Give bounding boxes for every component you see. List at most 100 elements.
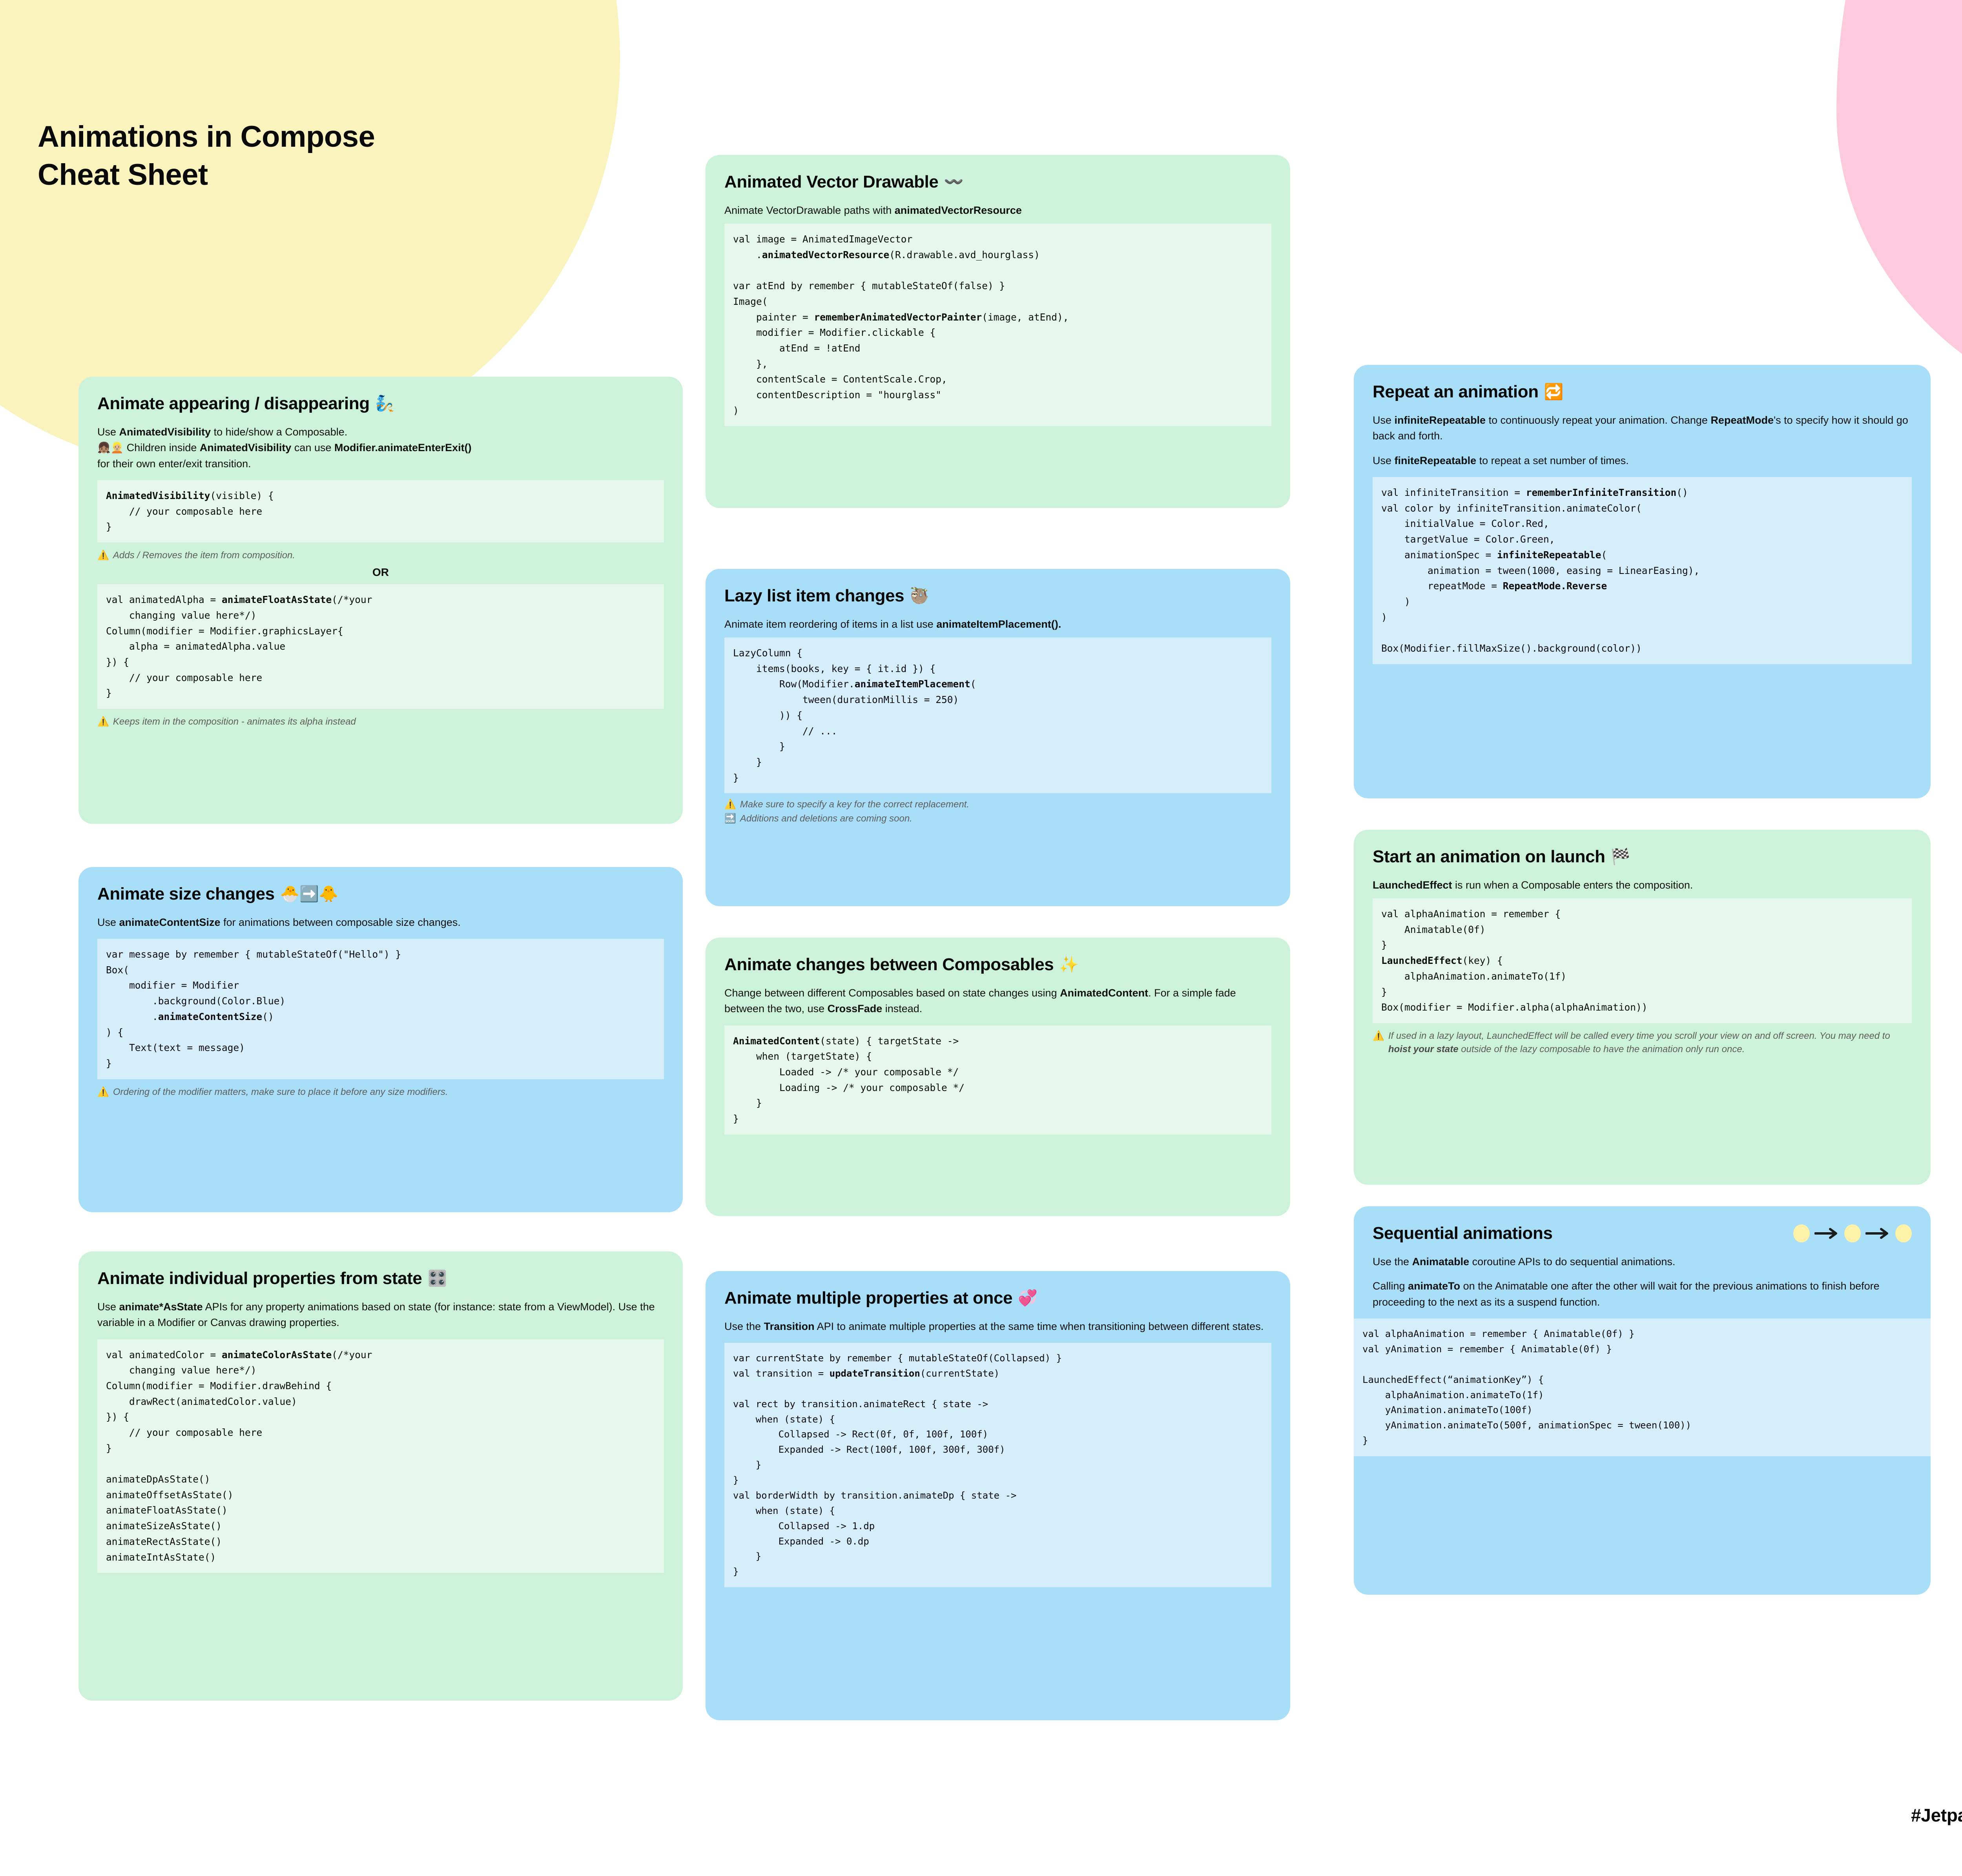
note-lazy-layout: ⚠️ If used in a lazy layout, LaunchedEff… — [1373, 1029, 1912, 1056]
desc-text: Children inside — [124, 442, 200, 454]
desc-text: Use — [97, 916, 119, 928]
code-keyword: animateContentSize — [158, 1011, 263, 1022]
chequered-flag-icon: 🏁 — [1610, 848, 1630, 866]
card-title: Animate individual properties from state… — [97, 1269, 664, 1289]
card-title-text: Animate size changes — [97, 884, 275, 903]
desc-text: to hide/show a Composable. — [211, 426, 348, 438]
code-block-update-transition: var currentState by remember { mutableSt… — [724, 1343, 1271, 1588]
desc-bold: infiniteRepeatable — [1394, 414, 1486, 426]
card-lazy-list-item-changes: Lazy list item changes 🦥 Animate item re… — [706, 569, 1290, 906]
code-body: (visible) { // your composable here } — [106, 490, 274, 533]
card-description: Use animate*AsState APIs for any propert… — [97, 1299, 664, 1331]
code-body: val animatedColor = — [106, 1349, 222, 1361]
card-title-text: Animate multiple properties at once — [724, 1288, 1013, 1308]
desc-bold: AnimatedContent — [1060, 987, 1149, 999]
desc-bold: animateTo — [1408, 1280, 1461, 1292]
code-block-infinite-repeatable: val infiniteTransition = rememberInfinit… — [1373, 477, 1912, 664]
hatching-chick-arrow-icon: 🐣➡️🐥 — [280, 885, 339, 903]
card-title: Animate changes between Composables ✨ — [724, 955, 1271, 975]
note-text: Additions and deletions are coming soon. — [740, 813, 912, 824]
desc-text: Animate VectorDrawable paths with — [724, 204, 895, 216]
desc-text: on the Animatable one after the other wi… — [1373, 1280, 1880, 1308]
code-keyword: rememberInfiniteTransition — [1526, 487, 1677, 499]
card-description-animateto: Calling animateTo on the Animatable one … — [1373, 1278, 1912, 1310]
card-title-text: Sequential animations — [1373, 1224, 1553, 1243]
warning-icon: ⚠️ — [97, 716, 109, 727]
code-block-animated-content: AnimatedContent(state) { targetState -> … — [724, 1025, 1271, 1135]
code-block-animate-float-as-state: val animatedAlpha = animateFloatAsState(… — [97, 584, 664, 709]
card-description: Use AnimatedVisibility to hide/show a Co… — [97, 424, 664, 472]
code-body: var message by remember { mutableStateOf… — [106, 949, 401, 1022]
note-specify-key: ⚠️ Make sure to specify a key for the co… — [724, 798, 1271, 811]
desc-text: Use — [97, 1300, 119, 1313]
card-title-text: Animate appearing / disappearing — [97, 394, 370, 413]
desc-text: Use — [1373, 414, 1395, 426]
yellow-dot-icon — [1895, 1224, 1912, 1243]
genie-icon: 🧞 — [375, 395, 395, 413]
desc-text: API to animate multiple properties at th… — [814, 1320, 1264, 1332]
card-animate-size-changes: Animate size changes 🐣➡️🐥 Use animateCon… — [78, 867, 683, 1212]
code-block-animate-color-as-state: val animatedColor = animateColorAsState(… — [97, 1339, 664, 1573]
card-title: Repeat an animation 🔁 — [1373, 382, 1912, 402]
desc-text: for their own enter/exit transition. — [97, 457, 251, 470]
note-keeps-item: ⚠️ Keeps item in the composition - anima… — [97, 715, 664, 729]
code-body: () ) { Text(text = message) } — [106, 1011, 274, 1069]
card-title-text: Animate individual properties from state — [97, 1269, 422, 1288]
card-description: Change between different Composables bas… — [724, 985, 1271, 1017]
desc-text: for animations between composable size c… — [220, 916, 461, 928]
note-text: Ordering of the modifier matters, make s… — [113, 1086, 448, 1097]
desc-text: . For a simple fade between the two, use — [724, 987, 1236, 1015]
code-body: (currentState) val rect by transition.an… — [733, 1368, 1017, 1577]
desc-text: can use — [291, 442, 334, 454]
card-animated-vector-drawable: Animated Vector Drawable 〰️ Animate Vect… — [706, 155, 1290, 508]
card-description-infinite: Use infiniteRepeatable to continuously r… — [1373, 412, 1912, 444]
code-keyword: rememberAnimatedVectorPainter — [814, 311, 982, 323]
code-body: (/*your changing value here*/) Column(mo… — [106, 594, 372, 699]
card-title: Animate appearing / disappearing 🧞 — [97, 394, 664, 414]
card-title: Lazy list item changes 🦥 — [724, 586, 1271, 606]
card-description: LaunchedEffect is run when a Composable … — [1373, 877, 1912, 893]
arrow-right-icon — [1865, 1228, 1888, 1239]
card-title-text: Lazy list item changes — [724, 586, 904, 605]
desc-bold: CrossFade — [827, 1003, 883, 1015]
code-keyword: animateItemPlacement — [854, 678, 970, 690]
note-text-c: outside of the lazy composable to have t… — [1458, 1044, 1745, 1055]
code-keyword: RepeatMode.Reverse — [1502, 580, 1607, 592]
card-animate-individual-properties: Animate individual properties from state… — [78, 1251, 683, 1701]
card-start-animation-on-launch: Start an animation on launch 🏁 LaunchedE… — [1354, 830, 1931, 1185]
code-body: () val color by infiniteTransition.anima… — [1381, 487, 1688, 561]
code-block-animate-item-placement: LazyColumn { items(books, key = { it.id … — [724, 637, 1271, 794]
card-title-text: Start an animation on launch — [1373, 847, 1605, 866]
desc-bold: AnimatedVisibility — [199, 442, 292, 454]
or-separator: OR — [372, 566, 389, 579]
code-body: val alphaAnimation = remember { Animatab… — [1381, 908, 1561, 951]
desc-text: Calling — [1373, 1280, 1408, 1292]
card-title: Animate size changes 🐣➡️🐥 — [97, 884, 664, 904]
note-coming-soon: 🔜 Additions and deletions are coming soo… — [724, 812, 1271, 825]
desc-bold: Transition — [764, 1320, 815, 1332]
desc-bold: Modifier.animateEnterExit() — [334, 442, 472, 454]
code-body: ( tween(durationMillis = 250) )) { // ..… — [733, 678, 976, 783]
card-title-text: Animated Vector Drawable — [724, 172, 939, 191]
desc-bold: Animatable — [1412, 1255, 1470, 1268]
desc-text: coroutine APIs to do sequential animatio… — [1469, 1255, 1676, 1268]
desc-bold: animateContentSize — [119, 916, 221, 928]
desc-text: Use — [97, 426, 119, 438]
code-body: ) ) Box(Modifier.fillMaxSize().backgroun… — [1381, 596, 1642, 654]
hashtag-jetpack-compose: #JetpackCompose — [1911, 1805, 1962, 1825]
code-keyword: LaunchedEffect — [1381, 955, 1462, 967]
card-title-text: Repeat an animation — [1373, 382, 1539, 401]
code-block-launched-effect: val alphaAnimation = remember { Animatab… — [1373, 898, 1912, 1023]
code-body: val animatedAlpha = — [106, 594, 222, 606]
desc-bold: LaunchedEffect — [1373, 879, 1452, 891]
warning-icon: ⚠️ — [97, 1086, 109, 1097]
desc-text: Animate item reordering of items in a li… — [724, 618, 937, 630]
code-block-sequential: val alphaAnimation = remember { Animatab… — [1354, 1319, 1931, 1457]
wavy-dash-icon: 〰️ — [944, 173, 963, 191]
revolving-hearts-icon: 💞 — [1018, 1290, 1038, 1307]
warning-icon: ⚠️ — [97, 550, 109, 561]
code-keyword: animateColorAsState — [222, 1349, 332, 1361]
desc-text: Change between different Composables bas… — [724, 987, 1060, 999]
code-body: (/*your changing value here*/) Column(mo… — [106, 1349, 372, 1563]
code-block-animated-vector-resource: val image = AnimatedImageVector .animate… — [724, 224, 1271, 426]
